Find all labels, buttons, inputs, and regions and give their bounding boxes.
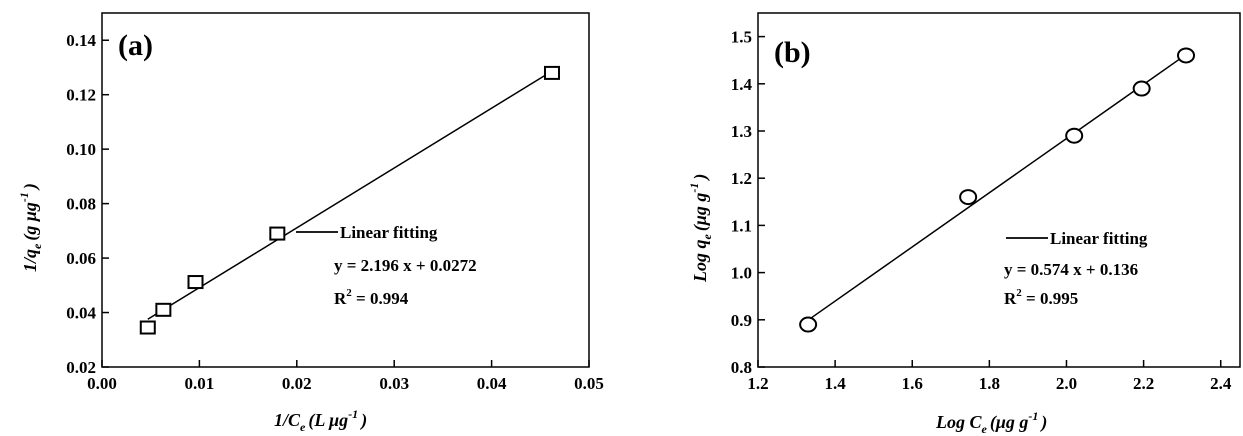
y-axis-title: 1/qe(g μg-1) — [17, 183, 44, 272]
plot-frame — [101, 12, 590, 368]
x-axis-ticks: 1.2 1.4 1.6 1.8 2.0 2.2 2.4 — [747, 360, 1232, 393]
data-point — [187, 275, 204, 290]
y-axis-ticks: 0.8 0.9 1.0 1.1 1.2 1.3 1.4 1.5 — [731, 28, 765, 377]
x-tick-label: 1.4 — [824, 374, 846, 393]
fit-line — [147, 70, 553, 320]
data-point — [269, 226, 286, 241]
fit-line — [807, 53, 1187, 321]
panel-label: (b) — [774, 36, 811, 69]
x-tick-label: 2.2 — [1133, 374, 1154, 393]
x-tick-label: 2.0 — [1056, 374, 1077, 393]
y-tick-label: 0.12 — [66, 86, 96, 105]
panel-label: (a) — [118, 29, 153, 62]
fit-equation: y = 2.196 x + 0.0272 — [334, 256, 477, 275]
y-tick-label: 0.08 — [66, 195, 96, 214]
r-squared: R2 = 0.995 — [1004, 287, 1078, 308]
data-point — [1132, 80, 1151, 97]
y-axis-ticks: 0.02 0.04 0.06 0.08 0.10 0.12 0.14 — [66, 31, 109, 377]
y-tick-label: 1.4 — [731, 75, 753, 94]
y-tick-label: 0.14 — [66, 31, 96, 50]
data-point — [543, 65, 560, 80]
x-tick-label: 0.02 — [282, 374, 312, 393]
data-points — [139, 65, 560, 335]
data-point — [799, 316, 818, 333]
x-tick-label: 0.03 — [379, 374, 409, 393]
x-tick-label: 2.4 — [1210, 374, 1232, 393]
y-tick-label: 1.1 — [731, 216, 752, 235]
x-tick-label: 1.8 — [979, 374, 1000, 393]
y-tick-label: 0.10 — [66, 140, 96, 159]
y-tick-label: 0.06 — [66, 249, 96, 268]
x-tick-label: 0.04 — [477, 374, 507, 393]
y-tick-label: 0.02 — [66, 358, 96, 377]
x-tick-label: 0.05 — [574, 374, 604, 393]
r-squared: R2 = 0.994 — [334, 287, 409, 308]
x-tick-label: 1.6 — [902, 374, 923, 393]
chart-panel-a: 0.020.040.060.080.100.120.14 0.00 0.01 0.0… — [17, 12, 604, 434]
data-point — [155, 302, 172, 317]
y-axis-title: Log qe(μg g-1) — [687, 174, 714, 283]
x-axis-title: 1/Ce (L μg-1) — [274, 407, 367, 434]
fit-equation: y = 0.574 x + 0.136 — [1004, 260, 1138, 279]
y-tick-label: 1.5 — [731, 28, 752, 47]
data-point — [1177, 47, 1196, 64]
plot-frame — [757, 12, 1241, 368]
data-points — [799, 47, 1196, 333]
legend-line-label: Linear fitting — [340, 223, 438, 242]
y-tick-label: 0.9 — [731, 311, 752, 330]
y-tick-label: 1.2 — [731, 169, 752, 188]
chart-panel-b: 0.8 0.9 1.0 1.1 1.2 1.3 1.4 1.5 1.2 1.4 1.6 1.8 2.0… — [687, 12, 1241, 436]
data-point — [139, 320, 156, 335]
x-tick-label: 1.2 — [747, 374, 768, 393]
y-tick-label: 0.04 — [66, 304, 96, 323]
legend-line-label: Linear fitting — [1050, 229, 1148, 248]
x-axis-ticks: 0.00 0.01 0.02 0.03 0.04 0.05 — [87, 360, 604, 393]
x-tick-label: 0.01 — [185, 374, 215, 393]
y-tick-label: 0.8 — [731, 358, 752, 377]
data-point — [959, 189, 978, 206]
x-tick-label: 0.00 — [87, 374, 117, 393]
y-tick-label: 1.0 — [731, 264, 752, 283]
data-point — [1065, 127, 1084, 144]
x-axis-title: Log Ce (μg g-1) — [935, 409, 1047, 436]
y-tick-label: 1.3 — [731, 122, 752, 141]
